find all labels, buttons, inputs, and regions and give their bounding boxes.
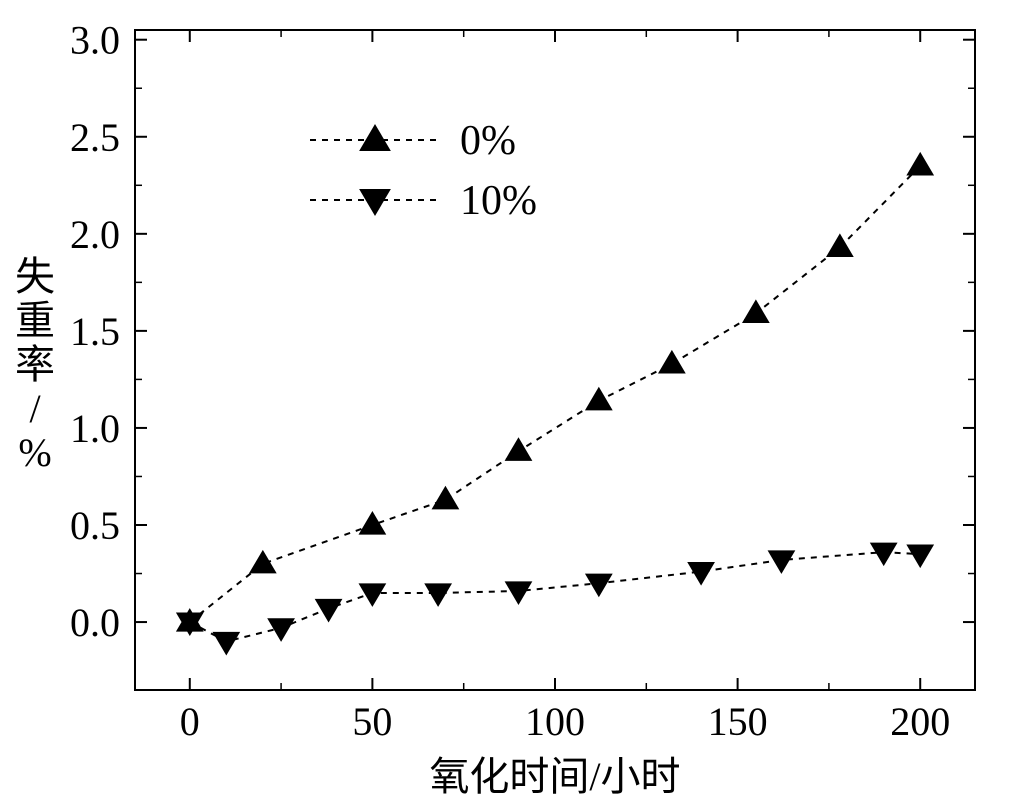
y-tick-label: 2.5: [70, 115, 120, 160]
x-tick-label: 200: [890, 699, 950, 744]
svg-text:失: 失: [15, 254, 55, 299]
legend-label: 10%: [460, 178, 537, 224]
chart-container: 0 50 100 150 200 0.0 0.5 1.0 1.5 2.0 2.5 3.0 氧化时间/小时…: [0, 0, 1011, 802]
legend-label: 0%: [460, 118, 516, 164]
x-tick-label: 0: [180, 699, 200, 744]
x-axis-label: 氧化时间/小时: [429, 754, 680, 799]
y-tick-label: 3.0: [70, 18, 120, 63]
y-tick-label: 1.0: [70, 406, 120, 451]
svg-text:%: %: [18, 430, 51, 475]
y-tick-label: 2.0: [70, 212, 120, 257]
y-tick-label: 0.0: [70, 600, 120, 645]
svg-text:重: 重: [15, 298, 55, 343]
x-tick-label: 50: [352, 699, 392, 744]
y-tick-label: 1.5: [70, 309, 120, 354]
y-tick-label: 0.5: [70, 503, 120, 548]
x-tick-label: 100: [525, 699, 585, 744]
y-axis-label: 失重率/%: [15, 254, 55, 475]
line-chart: 0 50 100 150 200 0.0 0.5 1.0 1.5 2.0 2.5 3.0 氧化时间/小时…: [0, 0, 1011, 802]
svg-text:/: /: [29, 386, 41, 431]
svg-text:率: 率: [15, 342, 55, 387]
x-tick-label: 150: [708, 699, 768, 744]
